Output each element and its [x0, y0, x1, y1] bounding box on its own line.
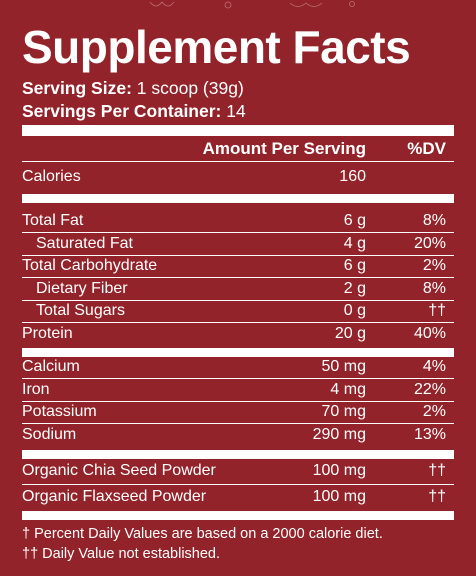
nutrient-dv: 13%	[413, 425, 446, 443]
nutrient-dv: ††	[428, 462, 446, 479]
nutrient-row: Total Sugars 0 g ††	[22, 300, 454, 322]
nutrient-name: Sodium	[22, 425, 77, 443]
nutrient-dv: 8%	[422, 279, 446, 297]
nutrient-row: Sodium 290 mg 13%	[22, 424, 454, 446]
divider	[22, 299, 454, 301]
dv-header: %DV	[407, 139, 446, 158]
nutrient-dv: 4%	[422, 358, 446, 375]
footnote-percent-dv: † Percent Daily Values are based on a 20…	[22, 526, 383, 542]
nutrient-row: Protein 20 g 40%	[22, 323, 454, 345]
nutrient-amount: 100 mg	[312, 462, 366, 479]
nutrient-amount: 100 mg	[312, 487, 366, 505]
thick-divider	[22, 194, 454, 203]
divider	[22, 161, 454, 162]
nutrient-name: Organic Flaxseed Powder	[22, 487, 207, 505]
decorative-pattern	[149, 1, 355, 9]
nutrient-amount: 50 mg	[321, 358, 366, 375]
nutrient-amount: 20 g	[334, 325, 366, 342]
nutrient-row: Organic Flaxseed Powder 100 mg ††	[22, 486, 454, 508]
divider	[22, 322, 454, 324]
nutrient-name: Protein	[22, 325, 73, 342]
divider	[22, 423, 454, 425]
divider	[22, 484, 454, 485]
divider	[22, 277, 454, 279]
nutrient-dv: 40%	[413, 325, 446, 342]
calories-row: Calories 160	[22, 166, 454, 188]
nutrient-dv: 8%	[422, 212, 446, 229]
serving-size-value: 1 scoop (39g)	[131, 78, 244, 98]
nutrient-amount: 6 g	[343, 257, 366, 275]
servings-per-container: Servings Per Container: 14	[22, 100, 246, 122]
nutrient-row: Total Fat 6 g 8%	[22, 210, 454, 232]
nutrient-dv: 22%	[413, 380, 446, 398]
thick-divider	[22, 511, 454, 520]
nutrient-name: Calcium	[22, 358, 80, 375]
servings-per-container-label: Servings Per Container:	[22, 101, 222, 121]
nutrient-amount: 4 g	[343, 234, 366, 252]
divider	[22, 254, 454, 256]
nutrient-amount: 160	[339, 168, 366, 185]
nutrient-name: Potassium	[22, 403, 97, 421]
nutrient-row: Organic Chia Seed Powder 100 mg ††	[22, 460, 454, 482]
nutrient-dv: 2%	[422, 403, 446, 421]
nutrient-row: Potassium 70 mg 2%	[22, 401, 454, 423]
divider	[22, 232, 454, 233]
nutrient-row: Iron 4 mg 22%	[22, 379, 454, 401]
nutrient-amount: 4 mg	[330, 380, 366, 398]
nutrient-dv: ††	[428, 302, 446, 320]
panel-title: Supplement Facts	[22, 21, 411, 73]
nutrient-amount: 70 mg	[321, 403, 366, 421]
divider	[22, 400, 454, 402]
nutrient-dv: 2%	[422, 257, 446, 275]
thick-divider	[22, 450, 454, 459]
footnote-dv-not-established: †† Daily Value not established.	[22, 546, 221, 562]
nutrient-amount: 6 g	[343, 212, 366, 229]
thick-divider	[22, 125, 454, 136]
servings-per-container-value: 14	[221, 101, 246, 121]
nutrient-dv: 20%	[413, 234, 446, 252]
nutrient-name: Organic Chia Seed Powder	[22, 462, 216, 479]
nutrient-name: Total Carbohydrate	[22, 257, 158, 275]
nutrient-name: Iron	[22, 380, 50, 398]
serving-size: Serving Size: 1 scoop (39g)	[22, 77, 244, 99]
divider	[22, 378, 454, 379]
nutrient-amount: 0 g	[343, 302, 366, 320]
nutrient-name: Saturated Fat	[36, 234, 133, 252]
nutrient-amount: 2 g	[343, 279, 366, 297]
serving-size-label: Serving Size:	[22, 78, 132, 98]
nutrient-name: Calories	[22, 168, 81, 185]
nutrient-row: Total Carbohydrate 6 g 2%	[22, 255, 454, 277]
nutrient-row: Dietary Fiber 2 g 8%	[22, 278, 454, 300]
nutrient-row: Saturated Fat 4 g 20%	[22, 233, 454, 255]
nutrient-name: Total Sugars	[36, 302, 125, 320]
amount-per-serving-header: Amount Per Serving	[202, 139, 366, 158]
nutrient-amount: 290 mg	[312, 425, 366, 443]
nutrient-row: Calcium 50 mg 4%	[22, 356, 454, 378]
nutrient-name: Total Fat	[22, 212, 84, 229]
thick-divider	[22, 348, 454, 357]
nutrient-name: Dietary Fiber	[36, 279, 128, 297]
nutrient-dv: ††	[428, 487, 446, 505]
